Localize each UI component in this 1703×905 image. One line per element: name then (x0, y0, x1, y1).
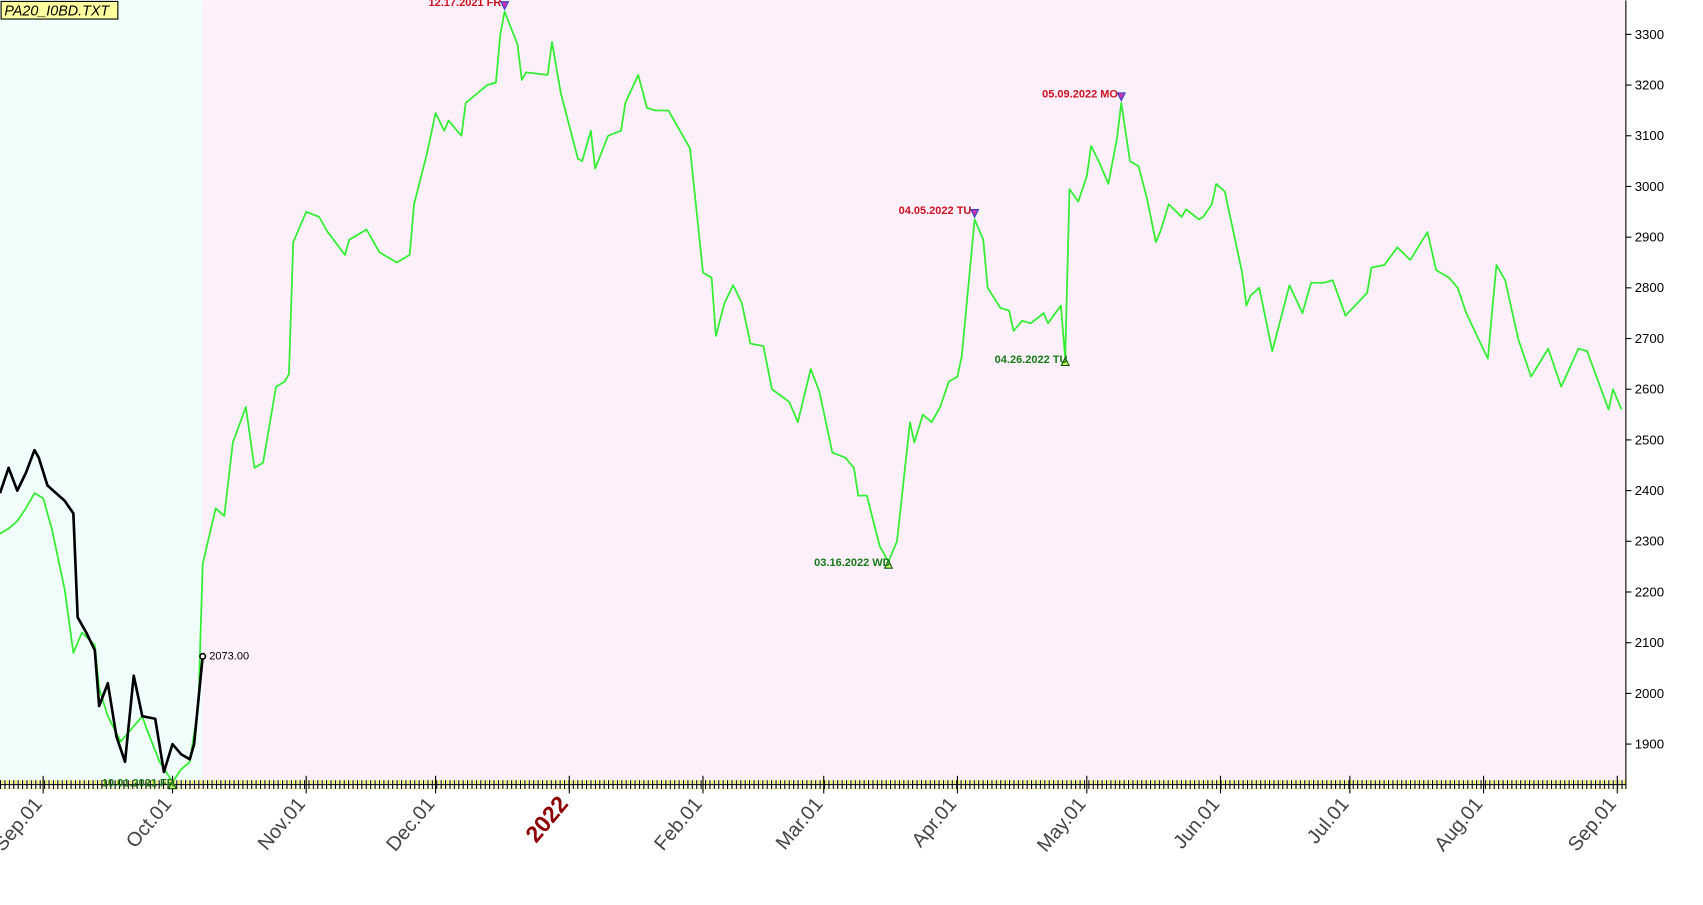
y-tick-label: 2200 (1635, 584, 1664, 599)
x-tick-label: Mar.01 (772, 794, 828, 855)
y-tick-label: 2000 (1635, 686, 1664, 701)
y-tick-label: 3000 (1635, 179, 1664, 194)
low-marker (1060, 356, 1070, 366)
plot-area: 2073.00 (0, 10, 1623, 783)
annotation: 10.01.2021 FR (102, 777, 175, 789)
x-tick-label: Apr.01 (908, 794, 962, 852)
last-point (199, 652, 207, 660)
y-tick-label: 3300 (1635, 27, 1664, 42)
x-tick-label: Sep.01 (1564, 794, 1621, 856)
x-tick-label: 2022 (520, 791, 573, 847)
y-tick-label: 3100 (1635, 128, 1664, 143)
y-tick-label: 2300 (1635, 534, 1664, 549)
high-marker (969, 208, 980, 219)
annotation: 03.16.2022 WD (814, 557, 890, 569)
high-marker (1116, 92, 1127, 102)
value-label: 2073.00 (209, 651, 249, 663)
x-tick-label: Nov.01 (254, 794, 310, 855)
annotation: 04.26.2022 TU (995, 354, 1068, 366)
annotation: 12.17.2021 FR (429, 0, 502, 9)
low-marker (167, 779, 178, 790)
annotation: 05.09.2022 MO (1042, 88, 1118, 100)
y-tick-label: 3200 (1635, 77, 1664, 92)
y-tick-label: 2100 (1635, 635, 1664, 650)
x-tick-label: Oct.01 (122, 794, 176, 853)
background (0, 0, 1626, 785)
file-label-box (0, 0, 119, 20)
file-label: PA20_I0BD.TXT (4, 4, 110, 20)
x-tick-label: May.01 (1033, 794, 1091, 857)
background-region (0, 0, 203, 785)
y-tick-label: 1900 (1635, 736, 1664, 751)
y-tick-label: 2500 (1635, 432, 1664, 447)
x-tick-label: Sep.01 (0, 794, 47, 856)
x-tick-label: Aug.01 (1430, 794, 1487, 856)
x-tick-label: Jul.01 (1303, 794, 1354, 849)
x-tick-label: Jun.01 (1169, 794, 1224, 854)
background-region (202, 0, 1626, 785)
series-line (0, 448, 205, 774)
y-tick-label: 2400 (1635, 483, 1664, 498)
low-marker (883, 559, 894, 569)
y-tick-label: 2600 (1635, 382, 1664, 397)
series-line (0, 10, 1623, 783)
y-tick-label: 2700 (1635, 331, 1664, 346)
x-tick-label: Feb.01 (650, 794, 707, 855)
annotation: 04.05.2022 TU (899, 205, 972, 217)
x-tick-label: Dec.01 (382, 794, 439, 856)
y-tick-label: 2900 (1635, 230, 1664, 245)
high-marker (499, 1, 510, 11)
y-tick-label: 2800 (1635, 280, 1664, 295)
